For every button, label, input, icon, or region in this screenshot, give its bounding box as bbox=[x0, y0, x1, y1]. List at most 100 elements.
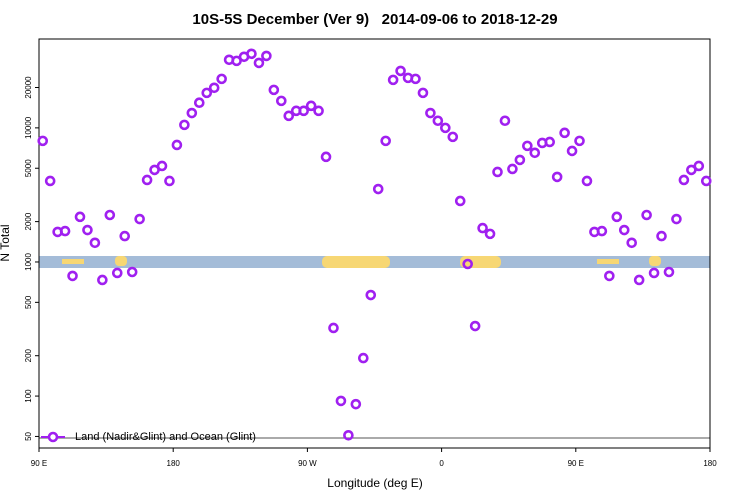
point bbox=[186, 107, 198, 119]
point bbox=[97, 274, 108, 286]
y-tick-label: 50 bbox=[24, 431, 33, 440]
point bbox=[283, 110, 295, 122]
point bbox=[663, 266, 675, 278]
point bbox=[335, 395, 347, 407]
point bbox=[328, 322, 339, 334]
point bbox=[268, 84, 280, 96]
plot-frame bbox=[38, 38, 711, 449]
point bbox=[462, 258, 473, 270]
point bbox=[216, 73, 227, 85]
point bbox=[350, 398, 362, 410]
land bbox=[115, 256, 127, 266]
point bbox=[641, 209, 652, 221]
point bbox=[633, 274, 645, 286]
land bbox=[649, 256, 661, 266]
point bbox=[276, 95, 287, 107]
point bbox=[179, 119, 190, 131]
point bbox=[410, 73, 421, 85]
point bbox=[596, 225, 608, 237]
y-tick-label: 10000 bbox=[24, 116, 33, 139]
y-tick-label: 100 bbox=[24, 389, 33, 403]
point bbox=[507, 163, 518, 175]
point bbox=[253, 57, 265, 69]
point bbox=[514, 154, 526, 166]
point bbox=[305, 100, 317, 112]
point bbox=[551, 171, 563, 183]
point bbox=[581, 175, 593, 187]
point bbox=[499, 115, 511, 127]
point bbox=[193, 97, 205, 109]
point bbox=[469, 320, 481, 332]
point bbox=[82, 224, 93, 236]
y-tick-label: 200 bbox=[24, 348, 33, 362]
point bbox=[134, 213, 145, 225]
point bbox=[417, 87, 429, 99]
point bbox=[111, 267, 123, 279]
point bbox=[104, 209, 116, 221]
point bbox=[693, 160, 705, 172]
point bbox=[126, 266, 138, 278]
x-tick-label: 0 bbox=[439, 459, 444, 468]
point bbox=[37, 135, 49, 147]
x-tick-label: 90 E bbox=[568, 459, 584, 468]
x-tick-label: 90 E bbox=[31, 459, 47, 468]
point bbox=[365, 289, 377, 301]
point bbox=[626, 237, 638, 249]
point bbox=[492, 166, 503, 178]
point bbox=[89, 237, 101, 249]
point bbox=[59, 225, 71, 237]
point bbox=[432, 115, 444, 127]
point bbox=[298, 105, 309, 117]
land bbox=[62, 259, 84, 264]
point bbox=[208, 82, 220, 94]
y-tick-label: 20000 bbox=[24, 76, 33, 99]
point bbox=[447, 131, 459, 143]
land bbox=[597, 259, 619, 264]
point bbox=[372, 183, 384, 195]
point bbox=[156, 160, 168, 172]
point bbox=[559, 127, 570, 139]
legend-swatch bbox=[47, 431, 59, 443]
land bbox=[322, 256, 390, 268]
y-tick-label: 1000 bbox=[24, 253, 33, 271]
point bbox=[246, 48, 257, 60]
y-tick-label: 2000 bbox=[24, 212, 33, 230]
chart-title: 10S-5S December (Ver 9) 2014-09-06 to 20… bbox=[192, 11, 557, 28]
point bbox=[231, 55, 242, 67]
point bbox=[611, 211, 623, 223]
point bbox=[74, 211, 86, 223]
x-tick-label: 180 bbox=[167, 459, 181, 468]
land bbox=[460, 256, 501, 268]
point bbox=[544, 136, 556, 148]
point bbox=[522, 140, 533, 152]
point bbox=[656, 230, 667, 242]
x-axis-label: Longitude (deg E) bbox=[327, 476, 422, 490]
point bbox=[700, 175, 712, 187]
point bbox=[201, 87, 213, 99]
point bbox=[618, 224, 630, 236]
point bbox=[440, 122, 451, 134]
point bbox=[604, 270, 615, 282]
x-tick-label: 90 W bbox=[298, 459, 317, 468]
point bbox=[566, 145, 578, 157]
point bbox=[671, 213, 682, 225]
y-tick-label: 5000 bbox=[24, 159, 33, 177]
point bbox=[44, 175, 56, 187]
point bbox=[678, 174, 690, 186]
point bbox=[425, 107, 436, 119]
point bbox=[395, 65, 406, 77]
point bbox=[380, 135, 391, 147]
point bbox=[477, 222, 488, 234]
point bbox=[574, 135, 585, 147]
x-tick-label: 180 bbox=[703, 459, 717, 468]
point bbox=[648, 267, 660, 279]
point bbox=[484, 228, 496, 240]
point bbox=[119, 230, 131, 242]
point bbox=[313, 105, 324, 117]
point bbox=[454, 195, 466, 207]
map-band bbox=[39, 256, 710, 268]
point bbox=[171, 139, 183, 151]
point bbox=[141, 174, 153, 186]
y-axis-label: N Total bbox=[0, 224, 12, 261]
